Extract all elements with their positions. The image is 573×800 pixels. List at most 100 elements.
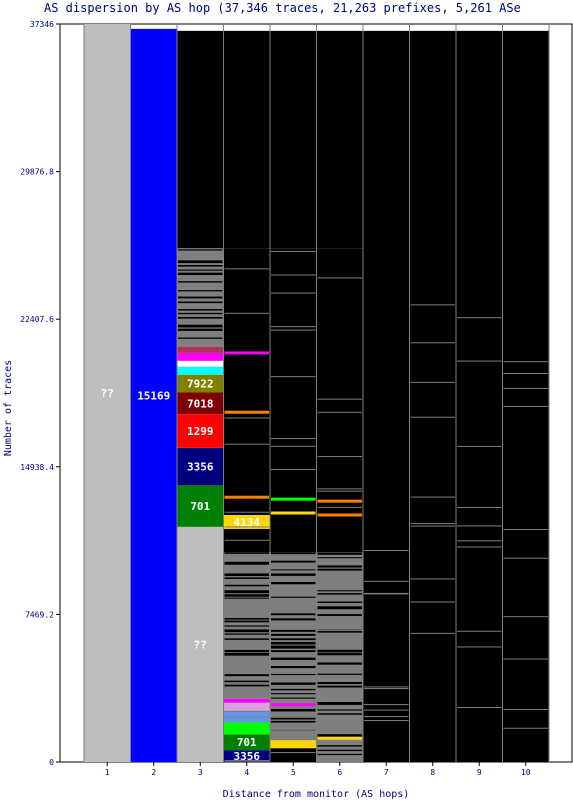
- hairline-mark: [457, 630, 502, 632]
- hairline-mark: [317, 277, 362, 279]
- bar-segment: [270, 748, 317, 762]
- x-tick-label: 7: [384, 768, 389, 777]
- bar-segment: [223, 750, 270, 762]
- stripe-mark: [178, 337, 223, 339]
- hairline-mark: [317, 755, 362, 757]
- hairline-mark: [317, 398, 362, 400]
- x-tick-label: 1: [105, 768, 110, 777]
- bar-segment: [223, 698, 270, 703]
- bar-segment: [223, 734, 270, 751]
- segment-label: 4134: [234, 516, 261, 529]
- hairline-mark: [503, 616, 548, 618]
- stripe-mark: [271, 613, 316, 616]
- hairline-mark: [410, 342, 455, 344]
- hairline-mark: [410, 523, 455, 525]
- hairline-mark: [224, 417, 269, 419]
- hairline-mark: [364, 593, 409, 595]
- hairline-mark: [364, 686, 409, 688]
- bar-segment: [316, 30, 363, 249]
- segment-label: 7018: [187, 397, 214, 410]
- stripe-mark: [271, 688, 316, 691]
- segment-label: 3356: [187, 461, 214, 474]
- hairline-mark: [457, 706, 502, 708]
- segment-label: 15169: [137, 389, 170, 402]
- stripe-mark: [317, 629, 362, 633]
- hairline-mark: [224, 312, 269, 314]
- stripe-mark: [178, 269, 223, 271]
- x-tick-label: 9: [477, 768, 482, 777]
- x-tick-label: 10: [521, 768, 531, 777]
- bar-segment: [223, 710, 270, 723]
- hairline-mark: [457, 525, 502, 527]
- bar-segment: [177, 392, 224, 415]
- hairline-mark: [271, 445, 316, 447]
- y-axis-label: Number of traces: [3, 360, 14, 456]
- stripe-mark: [224, 577, 269, 579]
- hairline-mark: [503, 557, 548, 559]
- hairline-mark: [503, 373, 548, 375]
- segment-label: 3356: [234, 750, 261, 763]
- y-tick-label: 14938.4: [20, 463, 54, 472]
- stripe-mark: [178, 328, 223, 331]
- stripe-mark: [317, 649, 362, 653]
- hairline-mark: [457, 540, 502, 542]
- hairline-mark: [317, 635, 362, 637]
- hairline-mark: [271, 329, 316, 331]
- stripe-mark: [317, 682, 362, 685]
- hairline-mark: [271, 752, 316, 754]
- stripe-mark: [178, 249, 223, 251]
- stripe-mark: [317, 702, 362, 705]
- segment-label: 7922: [187, 378, 214, 391]
- stripe-mark: [271, 693, 316, 695]
- stripe-mark: [178, 272, 223, 276]
- hairline-mark: [224, 676, 269, 678]
- stripe-mark: [271, 618, 316, 621]
- hairline-mark: [457, 445, 502, 447]
- stripe-mark: [224, 625, 269, 627]
- stripe-mark: [178, 324, 223, 328]
- bar-segment: [223, 514, 270, 529]
- bar-segment: [223, 248, 270, 515]
- hairline-mark: [317, 490, 362, 492]
- stripe-mark: [271, 573, 316, 576]
- bar-segment: [270, 248, 317, 553]
- y-tick-label: 0: [49, 758, 54, 767]
- hairline-mark: [224, 526, 269, 528]
- hairline-mark: [503, 727, 548, 729]
- hairline-mark: [224, 539, 269, 541]
- highlight-band: [271, 703, 316, 707]
- hairline-mark: [503, 361, 548, 363]
- hairline-mark: [224, 443, 269, 445]
- stripe-mark: [317, 673, 362, 675]
- stripe-mark: [317, 606, 362, 610]
- highlight-band: [317, 736, 362, 740]
- highlight-band: [224, 495, 269, 499]
- hairline-mark: [224, 605, 269, 607]
- stripe-mark: [224, 633, 269, 635]
- stripe-mark: [317, 709, 362, 711]
- stripe-mark: [224, 584, 269, 587]
- stripe-mark: [224, 649, 269, 653]
- segment-label: 701: [190, 500, 210, 513]
- stripe-mark: [271, 629, 316, 632]
- y-tick-label: 37346: [30, 20, 54, 29]
- stripe-mark: [224, 552, 269, 554]
- stripe-mark: [271, 697, 316, 699]
- hairline-mark: [317, 488, 362, 490]
- bar-segment: [409, 30, 456, 763]
- bar-segment: [177, 352, 224, 361]
- stripe-mark: [224, 597, 269, 599]
- stripe-mark: [271, 682, 316, 685]
- hairline-mark: [410, 304, 455, 306]
- hairline-mark: [224, 760, 269, 762]
- hairline-mark: [457, 546, 502, 548]
- bar-segment: [270, 30, 317, 249]
- hairline-mark: [503, 708, 548, 710]
- x-tick-label: 8: [430, 768, 435, 777]
- hairline-mark: [224, 511, 269, 513]
- highlight-band: [271, 497, 316, 501]
- highlight-band: [317, 499, 362, 503]
- hairline-mark: [224, 268, 269, 270]
- hairline-mark: [410, 578, 455, 580]
